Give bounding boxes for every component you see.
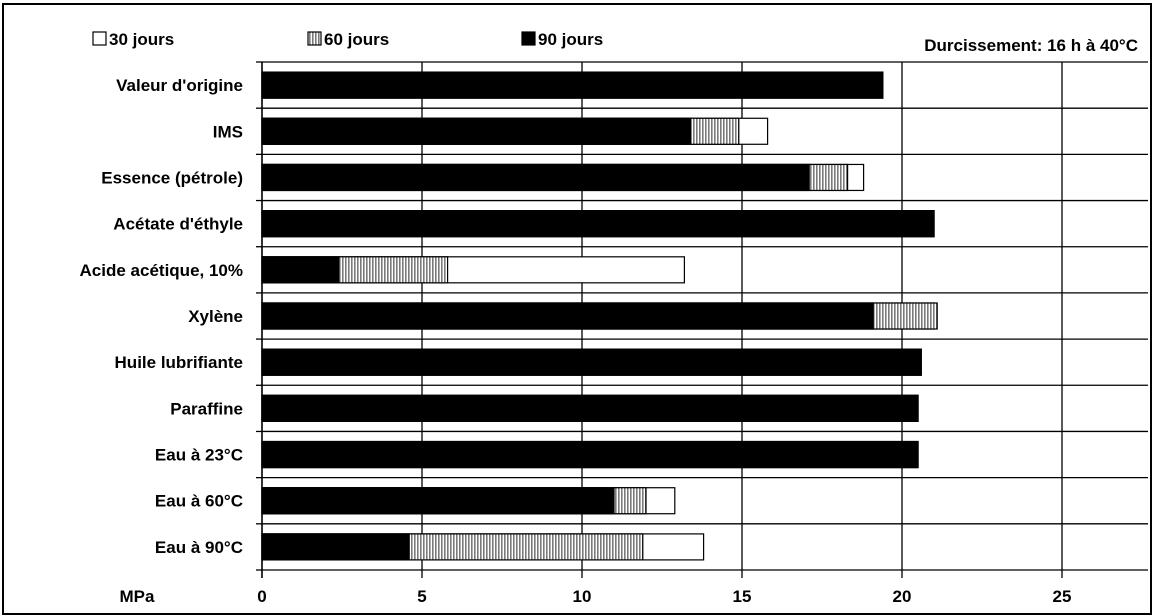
x-tick-label: 0: [257, 587, 266, 606]
category-label: Eau à 60°C: [155, 492, 243, 511]
legend: 30 jours 60 jours 90 jours: [92, 30, 603, 49]
category-label: Huile lubrifiante: [115, 353, 243, 372]
bar-90-jours-2: [261, 163, 810, 192]
legend-swatch: [521, 31, 536, 46]
bars-layer: [261, 71, 938, 561]
bar-90-jours-1: [261, 117, 692, 145]
category-label: Paraffine: [170, 399, 243, 418]
category-label: Acide acétique, 10%: [80, 261, 243, 280]
legend-swatch: [307, 31, 322, 46]
x-tick-label: 15: [733, 587, 752, 606]
bar-90-jours-6: [261, 348, 922, 376]
category-label: Eau à 23°C: [155, 446, 243, 465]
bar-90-jours-3: [261, 210, 935, 238]
x-tick-label: 5: [417, 587, 426, 606]
bar-90-jours-7: [261, 394, 919, 422]
x-axis-unit-label: MPa: [120, 587, 156, 606]
bar-90-jours-5: [261, 302, 874, 330]
bar-90-jours-4: [261, 256, 340, 284]
bar-90-jours-8: [261, 440, 919, 469]
legend-label: 30 jours: [109, 30, 174, 49]
category-label: IMS: [213, 122, 243, 141]
category-label: Acétate d'éthyle: [113, 215, 243, 234]
legend-swatch: [92, 31, 107, 46]
x-tick-label: 20: [893, 587, 912, 606]
bar-90-jours-0: [261, 71, 884, 99]
category-label: Valeur d'origine: [116, 76, 243, 95]
bar-90-jours-9: [261, 487, 615, 515]
bar-90-jours-10: [261, 533, 410, 561]
legend-label: 60 jours: [324, 30, 389, 49]
x-tick-label: 10: [573, 587, 592, 606]
category-label: Eau à 90°C: [155, 538, 243, 557]
category-label: Xylène: [188, 307, 243, 326]
x-tick-label: 25: [1053, 587, 1072, 606]
labels-layer: 0 5 10 15 20 25 Valeur d'origine IMS Essence (pé…: [80, 76, 1072, 606]
legend-label: 90 jours: [538, 30, 603, 49]
hardening-annotation: Durcissement: 16 h à 40°C: [924, 36, 1138, 55]
category-label: Essence (pétrole): [101, 168, 243, 187]
